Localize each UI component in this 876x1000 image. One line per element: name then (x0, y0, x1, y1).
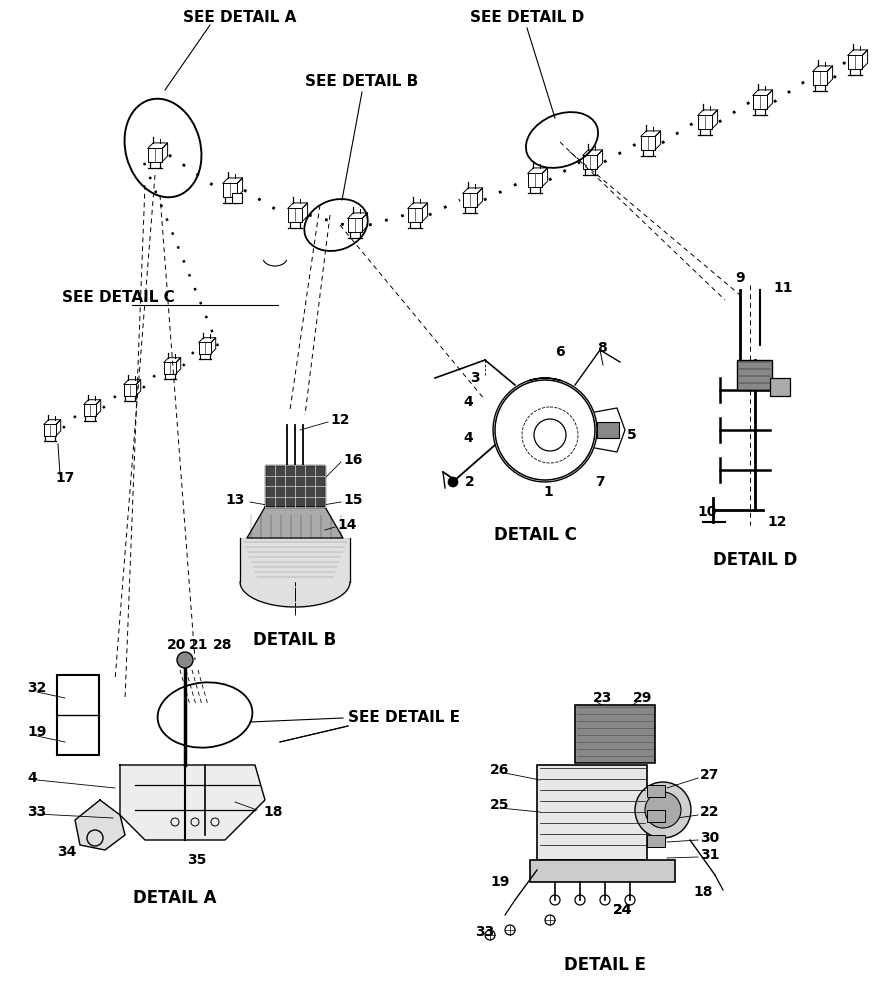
Text: 5: 5 (627, 428, 637, 442)
Text: 21: 21 (189, 638, 208, 652)
Text: 27: 27 (700, 768, 719, 782)
Text: DETAIL A: DETAIL A (133, 889, 216, 907)
Text: DETAIL E: DETAIL E (564, 956, 646, 974)
Text: 7: 7 (595, 475, 604, 489)
Polygon shape (75, 800, 125, 850)
Text: 25: 25 (490, 798, 510, 812)
Polygon shape (120, 765, 265, 840)
Circle shape (645, 792, 681, 828)
Text: 13: 13 (225, 493, 244, 507)
Text: 19: 19 (27, 725, 46, 739)
Bar (770, 378, 790, 396)
Text: 14: 14 (337, 518, 357, 532)
Text: 34: 34 (57, 845, 76, 859)
Bar (647, 810, 665, 822)
Bar (647, 835, 665, 847)
Text: 28: 28 (213, 638, 232, 652)
Circle shape (534, 419, 566, 451)
Bar (597, 422, 619, 438)
Text: 4: 4 (463, 431, 473, 445)
Text: SEE DETAIL E: SEE DETAIL E (348, 710, 460, 726)
Text: 3: 3 (470, 371, 480, 385)
Text: 29: 29 (633, 691, 653, 705)
Text: 4: 4 (27, 771, 37, 785)
Text: 24: 24 (613, 903, 632, 917)
Bar (232, 193, 242, 203)
Text: 2: 2 (465, 475, 475, 489)
Text: 20: 20 (167, 638, 187, 652)
Bar (575, 705, 655, 763)
Bar (737, 360, 772, 390)
Circle shape (635, 782, 691, 838)
Text: SEE DETAIL B: SEE DETAIL B (306, 75, 419, 90)
Text: 10: 10 (697, 505, 717, 519)
Polygon shape (247, 507, 343, 538)
Text: 9: 9 (735, 271, 745, 285)
Text: 12: 12 (767, 515, 787, 529)
Text: 1: 1 (543, 485, 553, 499)
Bar (647, 785, 665, 797)
Text: 30: 30 (700, 831, 719, 845)
Text: 18: 18 (263, 805, 282, 819)
Text: 16: 16 (343, 453, 363, 467)
Text: 6: 6 (555, 345, 565, 359)
Circle shape (448, 477, 458, 487)
Text: 17: 17 (55, 471, 74, 485)
Bar (57, 675, 99, 755)
Text: 33: 33 (475, 925, 494, 939)
Text: 32: 32 (27, 681, 46, 695)
Text: 22: 22 (700, 805, 719, 819)
Text: 23: 23 (593, 691, 612, 705)
Text: 24: 24 (613, 903, 632, 917)
Text: DETAIL C: DETAIL C (493, 526, 576, 544)
Text: 19: 19 (490, 875, 509, 889)
Text: 11: 11 (773, 281, 793, 295)
Text: 4: 4 (463, 395, 473, 409)
Text: 26: 26 (490, 763, 509, 777)
Text: 35: 35 (187, 853, 207, 867)
Text: 31: 31 (700, 848, 719, 862)
Bar (530, 860, 675, 882)
Text: 8: 8 (597, 341, 607, 355)
Text: 33: 33 (27, 805, 46, 819)
Text: 15: 15 (343, 493, 363, 507)
Bar (537, 765, 647, 860)
Bar (265, 465, 325, 507)
Text: DETAIL B: DETAIL B (253, 631, 336, 649)
Text: SEE DETAIL C: SEE DETAIL C (62, 290, 174, 306)
Text: 18: 18 (693, 885, 712, 899)
Text: 12: 12 (330, 413, 350, 427)
Circle shape (177, 652, 193, 668)
Text: SEE DETAIL D: SEE DETAIL D (470, 10, 584, 25)
Text: DETAIL D: DETAIL D (713, 551, 797, 569)
Text: SEE DETAIL A: SEE DETAIL A (183, 10, 297, 25)
